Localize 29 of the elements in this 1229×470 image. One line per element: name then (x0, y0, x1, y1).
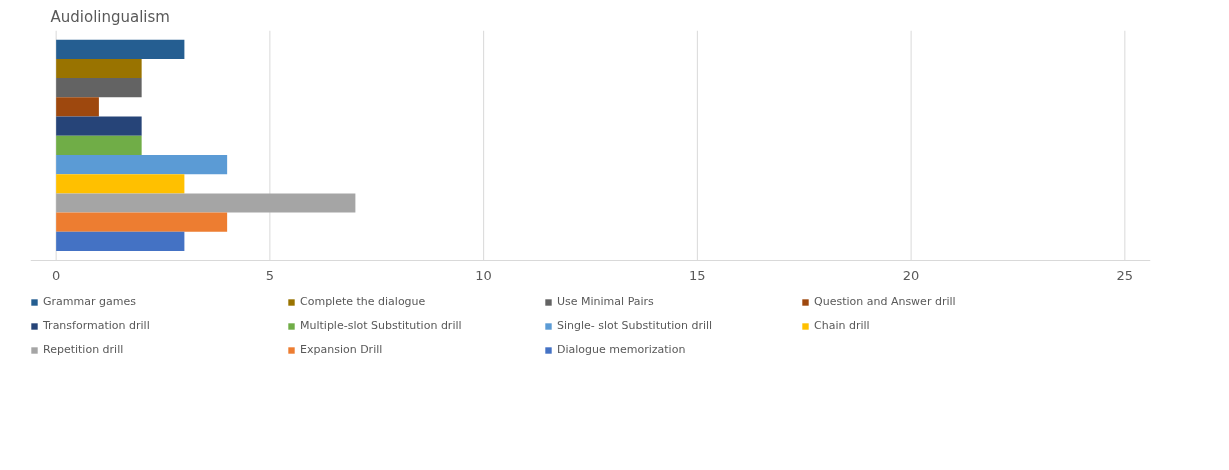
legend-label: Grammar games (43, 295, 137, 308)
legend-label: Expansion Drill (300, 343, 384, 356)
legend-label: Chain drill (814, 319, 871, 332)
bar (56, 58, 142, 79)
x-tick-label: 25 (1116, 268, 1134, 284)
legend-label: Dialogue memorization (557, 343, 687, 356)
chart-title: Audiolingualism (50, 7, 170, 26)
bar (56, 212, 228, 232)
bar (56, 154, 228, 175)
x-tick-label: 10 (475, 268, 492, 284)
bar (56, 193, 356, 213)
bar (56, 231, 185, 252)
x-tick-label: 0 (52, 268, 61, 284)
x-tick-label: 15 (689, 268, 706, 284)
legend-label: Use Minimal Pairs (557, 295, 655, 308)
x-tick-label: 20 (902, 268, 920, 284)
bar (56, 39, 185, 59)
x-tick-label: 5 (265, 268, 275, 284)
legend-label: Complete the dialogue (300, 295, 427, 308)
bar (56, 174, 185, 194)
legend-label: Repetition drill (43, 343, 125, 356)
bar (56, 97, 99, 117)
bar (56, 78, 142, 98)
bar (56, 135, 142, 155)
legend-label: Transformation drill (43, 319, 151, 332)
legend-label: Single- slot Substitution drill (557, 319, 714, 332)
bar (56, 116, 142, 136)
legend-label: Question and Answer drill (814, 295, 957, 308)
legend-label: Multiple-slot Substitution drill (300, 319, 463, 332)
